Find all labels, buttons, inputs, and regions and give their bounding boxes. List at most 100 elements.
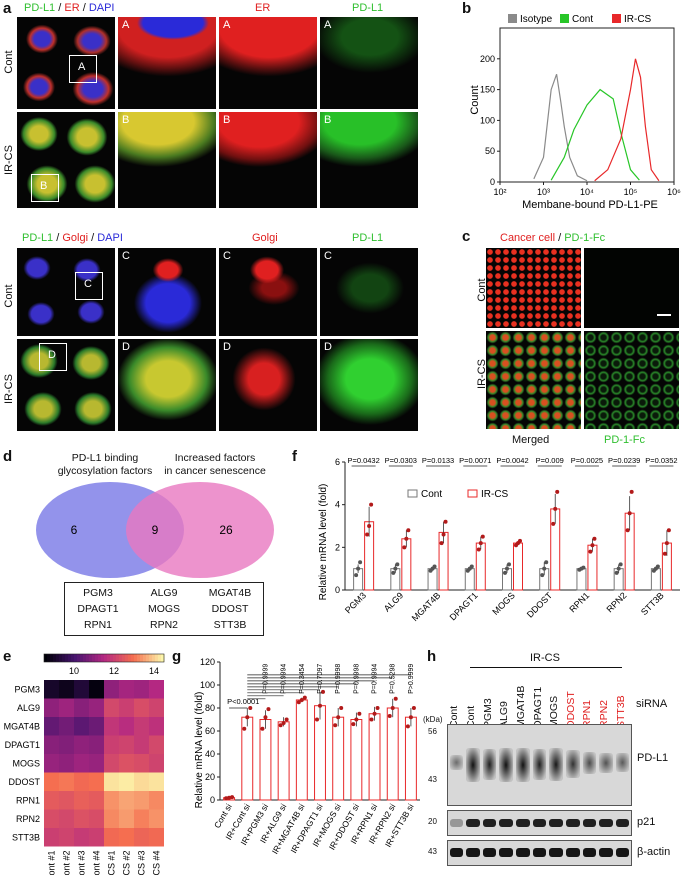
chart-g-point (296, 700, 301, 705)
blot-p21-band (582, 819, 597, 827)
row-label-cont-golgi: Cont (3, 284, 15, 308)
chart-e-cell (44, 809, 59, 828)
chart-e-colorbar-segment (62, 654, 66, 662)
chart-g-point (248, 706, 253, 710)
chart-b-xtick-label: 10⁶ (667, 187, 681, 197)
chart-g-point (245, 715, 250, 720)
chart-e-colorbar-segment (83, 654, 87, 662)
chart-g-point (227, 795, 232, 800)
inset-box-a (69, 55, 97, 83)
h-row-title: siRNA (636, 698, 668, 710)
chart-g-bar (350, 719, 363, 801)
chart-e-colorbar-segment (59, 654, 63, 662)
blot-p21-band (482, 819, 497, 827)
chart-e-column-label: IR-CS #2 (122, 851, 132, 875)
venn-left-title: PD-L1 binding glycosylation factors (57, 452, 153, 477)
blot-actin-band (499, 848, 514, 857)
chart-f-ytick-label: 4 (335, 500, 340, 510)
chart-b: Count Membane-bound PD-L1-PE 0 50 100 150 20… (469, 14, 681, 211)
inset-box-b (31, 174, 59, 202)
chart-f-point (356, 566, 361, 571)
h-group-label: IR-CS (530, 652, 560, 664)
chart-g-point (375, 706, 380, 710)
chart-g-point (242, 726, 247, 731)
chart-e-cell (104, 717, 119, 736)
inset-letter-d-golgi: D (223, 341, 231, 353)
gene-DDOST: DDOST (211, 603, 249, 615)
c-bottom-merged: Merged (512, 434, 550, 446)
chart-f-point (588, 549, 593, 554)
chart-f-point (655, 564, 660, 569)
chart-f-pvalue: P=0.0025 (571, 456, 603, 465)
micro-ircs-er-merge: B (17, 112, 115, 208)
chart-g-point (318, 703, 322, 708)
chart-f-point (404, 536, 409, 541)
chart-g-point (278, 723, 283, 728)
chart-e-cell (59, 809, 74, 828)
chart-f-ytick-label: 2 (335, 542, 340, 552)
chart-e-row-label: DDOST (9, 777, 41, 787)
gene-MOGS: MOGS (147, 603, 181, 615)
inset-letter-d-pdl1: D (324, 341, 332, 353)
chart-e-cell (44, 828, 59, 847)
chart-f-point (616, 566, 621, 571)
chart-e-cell (104, 772, 119, 791)
blot-actin-band (449, 848, 464, 857)
chart-b-legend-label: Cont (572, 14, 593, 25)
chart-e-cell (89, 828, 104, 847)
chart-f-ylabel: Relative mRNA level (fold) (318, 484, 329, 601)
h-lane-label: DPAGT1 (531, 686, 544, 728)
chart-f-point (391, 570, 396, 575)
chart-f-pvalue: P=0.009 (536, 456, 564, 465)
inset-box-c (75, 272, 103, 300)
blot-p21-band (599, 819, 613, 827)
chart-g-point (390, 706, 395, 710)
chart-f-legend-label: Cont (421, 489, 442, 500)
chart-e-colorbar-segment (110, 654, 114, 662)
chart-e-colorbar-segment (161, 654, 165, 662)
chart-e-cell (89, 698, 104, 717)
chart-g-point (260, 726, 265, 731)
chart-f-point (666, 528, 671, 533)
inset-letter-c-golgi: C (223, 250, 231, 262)
blot-actin-band (532, 848, 547, 857)
blot-actin-band (466, 848, 480, 857)
chart-e-cell (89, 717, 104, 736)
inset-letter-a-er: A (223, 19, 231, 31)
chart-f-pvalue: P=0.0071 (459, 456, 491, 465)
chart-g-point (351, 722, 356, 727)
chart-e-cell (149, 698, 164, 717)
chart-f-point (367, 524, 372, 528)
venn-right-count: 26 (219, 523, 233, 537)
chart-e-colorbar-segment (95, 654, 99, 662)
chart-e-row-label: ALG9 (17, 703, 40, 713)
chart-f-point (627, 511, 632, 516)
micro-ircs-er-zoom-er: B (219, 112, 317, 208)
chart-e-colorbar-segment (53, 654, 57, 662)
chart-e-cell (149, 680, 164, 699)
chart-f-legend-swatch (467, 489, 478, 498)
chart-g-point (408, 715, 413, 720)
chart-e-colorbar-segment (107, 654, 111, 662)
inset-letter-b: B (40, 180, 48, 192)
gene-DPAGT1: DPAGT1 (77, 603, 119, 615)
h-protein-p21: p21 (637, 816, 656, 828)
blot-pdl1-band (565, 750, 580, 778)
chart-e-cell (119, 791, 134, 810)
chart-f-point (443, 519, 448, 524)
chart-f-ytick-label: 6 (335, 457, 340, 467)
blot-pdl1-band (516, 747, 530, 783)
micro-cont-er-zoom-merge: A (118, 17, 216, 109)
chart-e-cell (149, 828, 164, 847)
chart-e-cell (134, 680, 149, 699)
blot-pdl1-band (615, 753, 630, 773)
blot-pdl1-band (482, 748, 497, 781)
chart-e-colorbar-segment (158, 654, 162, 662)
panel-label-b: b (462, 0, 472, 17)
blot-actin-band (599, 848, 613, 857)
chart-b-ytick-label: 0 (490, 177, 495, 187)
chart-g-point (299, 697, 304, 702)
chart-g-point (263, 715, 268, 720)
inset-letter-a: A (78, 61, 86, 73)
chart-f-category-label: RPN1 (567, 590, 591, 614)
